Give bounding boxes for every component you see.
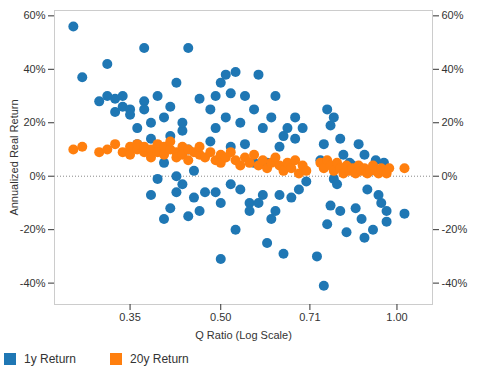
svg-text:Q Ratio (Log Scale): Q Ratio (Log Scale) (195, 329, 292, 341)
html-text:1y Return: 1y Return (24, 352, 76, 366)
svg-text:-40%: -40% (20, 277, 46, 289)
svg-text:40%: 40% (23, 63, 45, 75)
svg-text:-40%: -40% (442, 277, 468, 289)
svg-text:0%: 0% (442, 170, 458, 182)
svg-text:40%: 40% (442, 63, 464, 75)
svg-text:-20%: -20% (20, 223, 46, 235)
svg-text:Annualized Real Return: Annualized Real Return (8, 99, 20, 215)
svg-text:0.71: 0.71 (299, 311, 320, 323)
svg-text:60%: 60% (23, 9, 45, 21)
svg-text:0.35: 0.35 (119, 311, 140, 323)
svg-text:0%: 0% (30, 170, 46, 182)
svg-text:-20%: -20% (442, 223, 468, 235)
html-text:20y Return: 20y Return (130, 352, 189, 366)
svg-text:20%: 20% (23, 116, 45, 128)
svg-text:60%: 60% (442, 9, 464, 21)
svg-text:0.50: 0.50 (210, 311, 231, 323)
svg-text:1.00: 1.00 (386, 311, 407, 323)
svg-text:20%: 20% (442, 116, 464, 128)
